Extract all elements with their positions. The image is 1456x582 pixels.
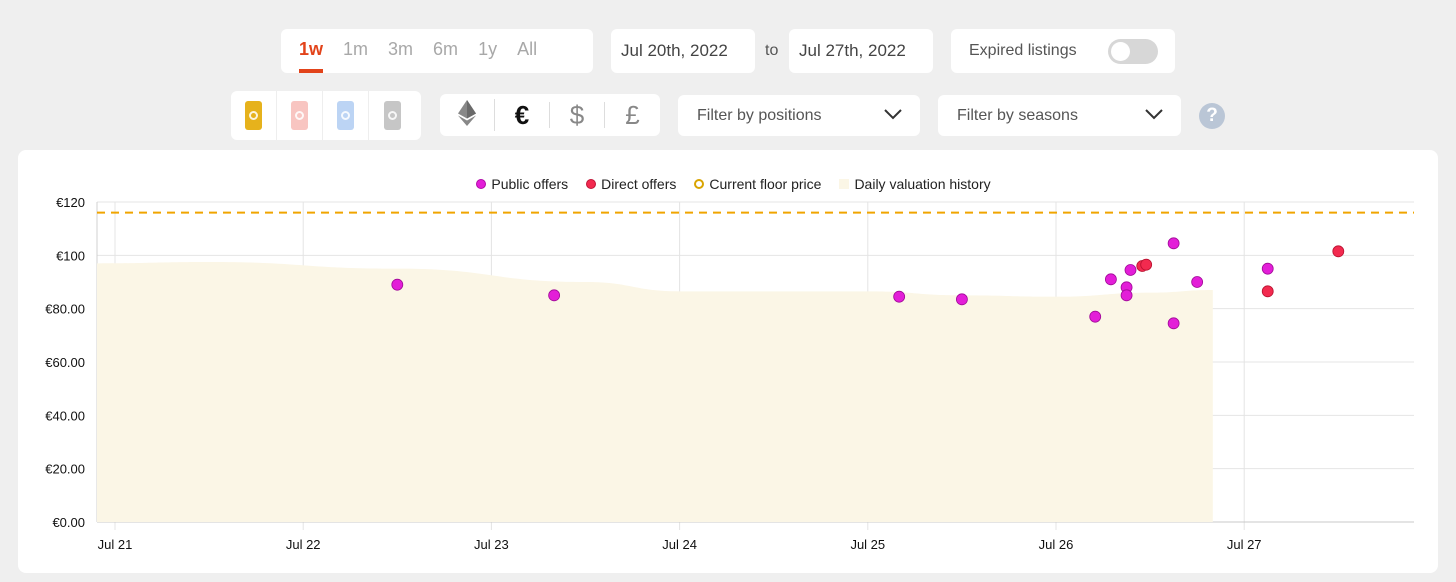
tab-1w[interactable]: 1w [299,29,324,73]
public-offer-point[interactable] [893,290,906,303]
expired-listings-toggle[interactable] [1108,39,1158,64]
y-tick-label: €120 [56,195,85,210]
y-tick-label: €60.00 [45,355,85,370]
card-icon [291,101,308,130]
public-offer-point[interactable] [1120,289,1133,302]
card-icon [383,101,401,130]
tab-all[interactable]: All [517,39,538,59]
legend-swatch [586,179,597,189]
legend-swatch [839,179,850,189]
public-offer-point[interactable] [1089,310,1102,323]
chevron-down-icon [1145,109,1163,120]
legend-valuation-history[interactable]: Daily valuation history [830,176,991,192]
expired-listings-label: Expired listings [969,42,1077,59]
tab-6m[interactable]: 6m [433,39,459,59]
legend-swatch [476,179,487,189]
currency-selector: € $ £ [440,94,660,136]
public-offer-point[interactable] [956,293,968,306]
public-offer-point[interactable] [1261,262,1274,275]
x-tick-label: Jul 21 [98,537,133,552]
ethereum-icon [458,100,476,126]
currency-euro-button[interactable]: € [495,102,550,128]
y-tick-label: €20.00 [45,462,85,477]
direct-offer-point[interactable] [1332,245,1345,258]
x-tick-label: Jul 27 [1227,537,1262,552]
expired-listings-control: Expired listings [951,29,1175,73]
card-rarity-filter [231,91,421,140]
time-range-tabs: 1w 1m 3m 6m 1y All [281,29,593,73]
positions-dropdown[interactable]: Filter by positions [678,95,920,136]
seasons-dropdown[interactable]: Filter by seasons [938,95,1181,136]
legend-swatch [694,179,705,189]
legend-floor-price[interactable]: Current floor price [685,176,821,192]
card-icon [245,101,262,130]
public-offer-point[interactable] [1167,237,1180,250]
public-offer-point[interactable] [1167,317,1180,330]
date-to-input[interactable]: Jul 27th, 2022 [789,29,933,73]
help-icon[interactable]: ? [1199,103,1225,129]
y-tick-label: €100 [56,248,85,263]
rarity-limited-button[interactable] [231,91,277,140]
card-icon [337,101,354,130]
public-offer-point[interactable] [1104,273,1117,286]
tab-1y[interactable]: 1y [478,39,498,59]
chart-legend: Public offers Direct offers Current floo… [0,176,1456,192]
y-tick-label: €0.00 [52,515,85,530]
legend-direct-offers[interactable]: Direct offers [577,176,676,192]
public-offer-point[interactable] [1191,276,1204,288]
legend-label: Public offers [491,176,569,192]
chart-axes: €0.00 €20.00 €40.00 €60.00 €80.00 €100 €120 Jul… [45,195,1261,552]
rarity-super-rare-button[interactable] [323,91,369,140]
chevron-down-icon [884,109,902,120]
y-tick-label: €80.00 [45,302,85,317]
seasons-dropdown-label: Filter by seasons [957,106,1078,124]
x-tick-label: Jul 24 [662,537,697,552]
direct-offer-point[interactable] [1140,258,1153,271]
direct-offer-point[interactable] [1261,285,1274,298]
y-tick-label: €40.00 [45,408,85,423]
positions-dropdown-label: Filter by positions [697,106,822,124]
legend-label: Daily valuation history [854,176,991,192]
legend-label: Direct offers [601,176,677,192]
tab-3m[interactable]: 3m [388,39,414,59]
currency-pound-button[interactable]: £ [625,100,640,130]
currency-eth-button[interactable] [440,99,495,131]
chart-points [391,237,1345,330]
date-range-separator: to [765,42,779,59]
rarity-rare-button[interactable] [277,91,323,140]
public-offer-point[interactable] [391,278,404,291]
date-from-input[interactable]: Jul 20th, 2022 [611,29,755,73]
currency-dollar-button[interactable]: $ [550,102,605,128]
public-offer-point[interactable] [548,289,561,302]
legend-public-offers[interactable]: Public offers [456,176,568,192]
valuation-area [97,262,1213,522]
rarity-unique-button[interactable] [369,91,415,140]
public-offer-point[interactable] [1124,264,1137,276]
x-tick-label: Jul 25 [850,537,885,552]
tab-1m[interactable]: 1m [343,39,369,59]
x-tick-label: Jul 26 [1039,537,1074,552]
legend-label: Current floor price [709,176,822,192]
x-tick-label: Jul 23 [474,537,509,552]
x-tick-label: Jul 22 [286,537,321,552]
toggle-knob [1111,42,1130,61]
